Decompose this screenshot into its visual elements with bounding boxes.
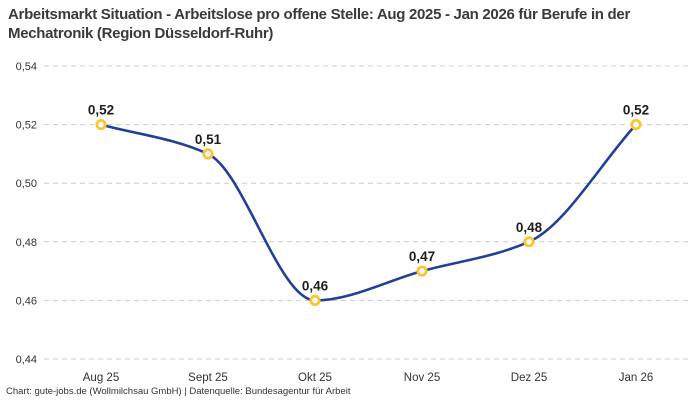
data-point-marker: [416, 265, 428, 277]
data-point-marker: [523, 236, 535, 248]
x-axis-tick-label: Dez 25: [511, 372, 547, 384]
x-axis-tick-label: Sept 25: [188, 372, 228, 384]
chart-source-attribution: Chart: gute-jobs.de (Wollmilchsau GmbH) …: [6, 386, 351, 397]
data-point-value-label: 0,52: [623, 103, 649, 118]
data-point-value-label: 0,48: [516, 220, 543, 235]
data-point-marker: [309, 294, 321, 306]
x-axis-tick-label: Nov 25: [404, 372, 440, 384]
x-axis-tick-label: Aug 25: [83, 372, 119, 384]
data-series-line: [99, 123, 638, 302]
x-axis-tick-label: Okt 25: [298, 372, 332, 384]
data-point-value-label: 0,52: [88, 103, 114, 118]
y-axis-tick-label: 0,46: [16, 295, 37, 307]
chart-title: Arbeitsmarkt Situation - Arbeitslose pro…: [8, 6, 630, 42]
data-point-value-label: 0,46: [302, 278, 329, 293]
y-axis-tick-label: 0,48: [16, 237, 37, 249]
data-point-value-label: 0,51: [195, 132, 222, 147]
data-point-marker: [630, 119, 642, 131]
y-axis-tick-label: 0,52: [16, 120, 37, 132]
y-axis-tick-label: 0,44: [16, 354, 37, 366]
y-axis-tick-label: 0,54: [16, 61, 37, 73]
data-point-marker: [95, 119, 107, 131]
y-axis-tick-label: 0,50: [16, 178, 37, 190]
x-axis-tick-label: Jan 26: [619, 372, 654, 384]
data-point-marker: [202, 148, 214, 160]
data-point-value-label: 0,47: [409, 249, 435, 264]
